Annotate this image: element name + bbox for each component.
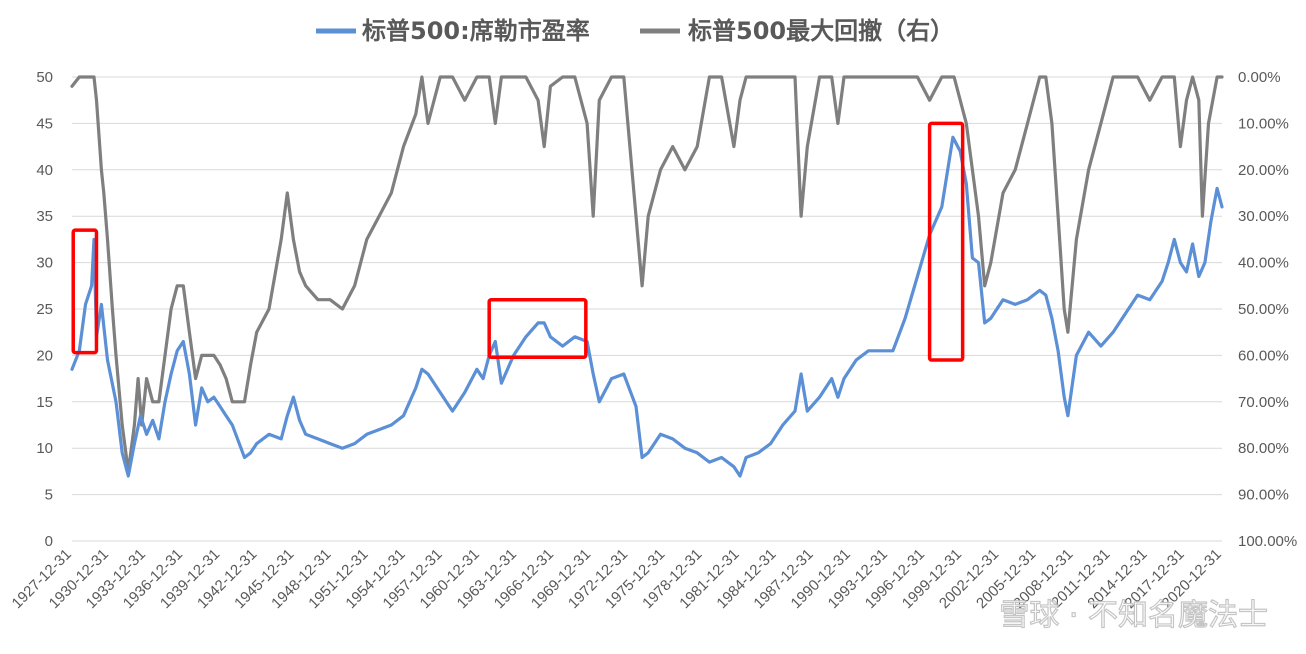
y-left-tick-label: 0	[45, 533, 53, 550]
y-left-tick-label: 15	[36, 394, 53, 411]
gridlines	[72, 76, 1222, 542]
y-left-tick-label: 10	[36, 440, 53, 457]
y-left-tick-label: 20	[36, 347, 53, 364]
y-right-tick-label: 0.00%	[1238, 69, 1281, 86]
y-left-tick-label: 45	[36, 115, 53, 132]
y-left-tick-label: 50	[36, 69, 53, 86]
highlight-box	[927, 121, 965, 362]
highlight-boxes	[71, 121, 965, 362]
y-left-tick-label: 30	[36, 255, 53, 272]
y-left-tick-label: 5	[45, 487, 53, 504]
y-axis-right: 0.00% 10.00% 20.00% 30.00% 40.00% 50.00% 60.00…	[1238, 69, 1297, 550]
series-line-pe	[70, 135, 1224, 478]
y-right-tick-label: 100.00%	[1238, 533, 1297, 550]
y-right-tick-label: 50.00%	[1238, 301, 1289, 318]
series-line-drawdown	[70, 75, 1224, 473]
series-lines	[70, 75, 1224, 478]
y-right-tick-label: 70.00%	[1238, 394, 1289, 411]
y-right-tick-label: 40.00%	[1238, 255, 1289, 272]
y-right-tick-label: 90.00%	[1238, 487, 1289, 504]
y-left-tick-label: 35	[36, 208, 53, 225]
watermark: 雪球 · 不知名魔法士	[999, 598, 1268, 633]
y-left-tick-label: 25	[36, 301, 53, 318]
legend-label-drawdown: 标普500最大回撤（右）	[688, 17, 954, 45]
highlight-box	[487, 297, 588, 360]
legend: 标普500:席勒市盈率 标普500最大回撤（右）	[316, 17, 954, 45]
y-right-tick-label: 60.00%	[1238, 347, 1289, 364]
y-left-tick-label: 40	[36, 162, 53, 179]
y-axis-left: 0 5 10 15 20 25 30 35 40 45 50	[36, 69, 53, 550]
highlight-box	[71, 228, 99, 355]
y-right-tick-label: 20.00%	[1238, 162, 1289, 179]
legend-label-pe: 标普500:席勒市盈率	[362, 17, 590, 45]
y-right-tick-label: 10.00%	[1238, 115, 1289, 132]
y-right-tick-label: 30.00%	[1238, 208, 1289, 225]
y-right-tick-label: 80.00%	[1238, 440, 1289, 457]
